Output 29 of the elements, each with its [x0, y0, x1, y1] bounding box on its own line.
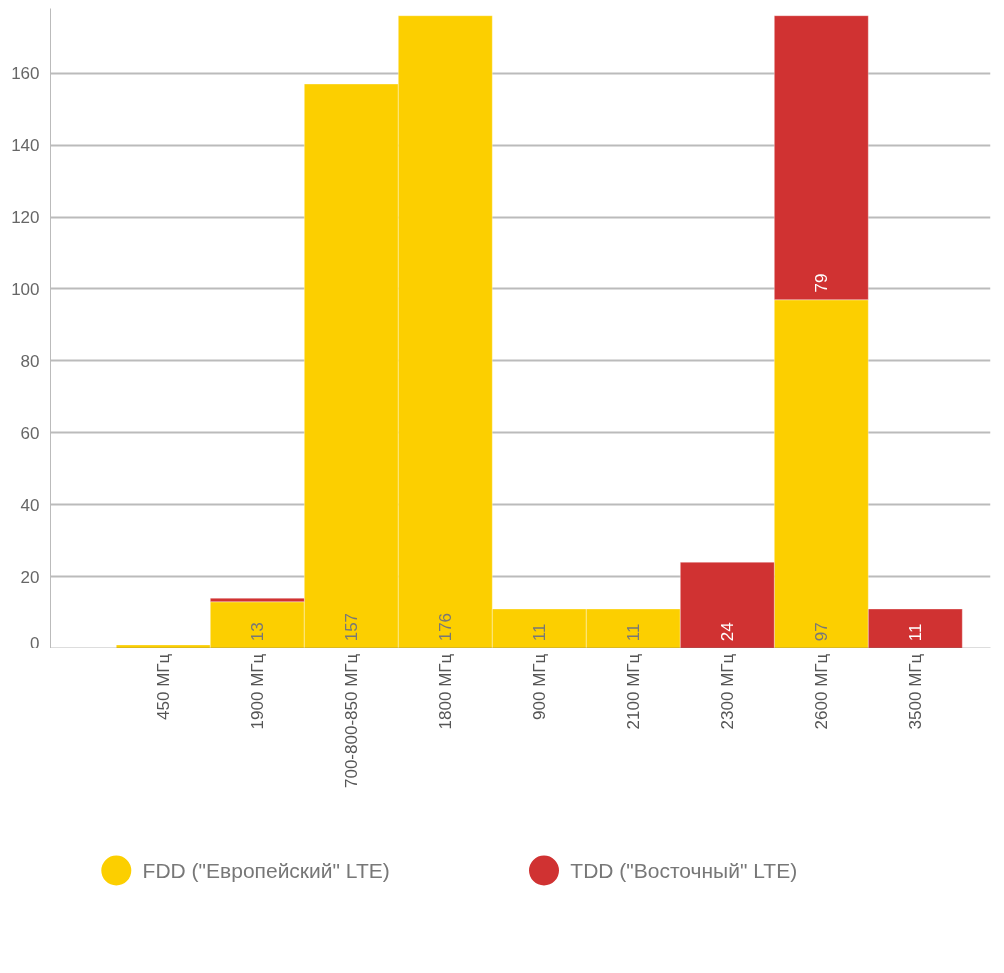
y-tick-label: 0 [30, 633, 40, 653]
data-label: 11 [530, 623, 550, 642]
legend-label: FDD ("Европейский" LTE) [142, 859, 390, 882]
x-tick-label: 450 МГц [153, 653, 173, 720]
x-tick-label: 1900 МГц [247, 653, 267, 730]
y-tick-label: 140 [11, 136, 40, 156]
data-label: 79 [812, 273, 832, 293]
data-label: 157 [342, 612, 362, 642]
data-label: 13 [248, 622, 268, 642]
y-tick-label: 60 [20, 423, 40, 443]
data-label: 11 [624, 623, 644, 642]
y-tick-label: 160 [11, 64, 40, 84]
x-tick-label: 2100 МГц [623, 653, 643, 730]
data-label: 176 [436, 612, 456, 642]
x-tick-label: 3500 МГц [905, 653, 925, 730]
data-label: 24 [718, 622, 738, 642]
x-tick-label: 2300 МГц [717, 653, 737, 730]
x-tick-label: 2600 МГц [811, 653, 831, 730]
y-tick-label: 100 [11, 279, 40, 299]
legend-label: TDD ("Восточный" LTE) [570, 859, 798, 882]
y-tick-label: 120 [11, 208, 40, 228]
y-tick-label: 20 [20, 567, 40, 587]
x-tick-label: 900 МГц [529, 653, 549, 720]
data-label: 97 [812, 622, 832, 642]
data-label: 11 [906, 623, 926, 642]
y-tick-label: 80 [20, 351, 40, 371]
y-tick-label: 40 [20, 495, 40, 515]
x-tick-label: 700-800-850 МГц [341, 653, 361, 788]
x-tick-label: 1800 МГц [435, 653, 455, 730]
